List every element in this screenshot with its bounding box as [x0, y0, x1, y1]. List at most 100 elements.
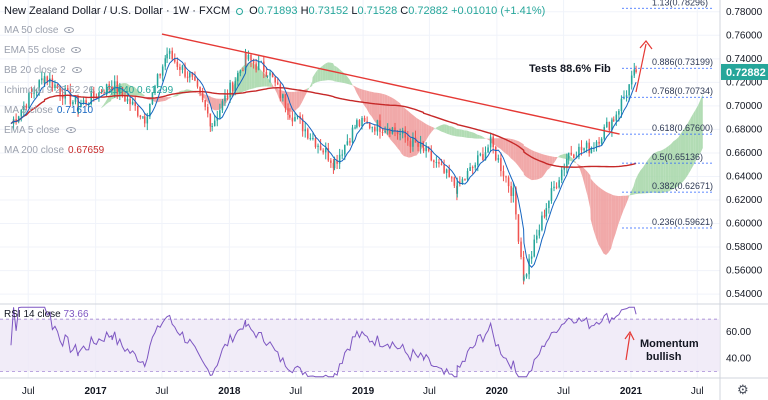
cloud-segment [603, 190, 607, 256]
candle-body [250, 54, 252, 61]
candle-body [479, 154, 482, 156]
cloud-segment [266, 76, 270, 87]
candle [327, 142, 330, 162]
candle [620, 95, 623, 118]
candle [593, 142, 595, 152]
cloud-segment [369, 91, 372, 117]
candle [578, 143, 580, 160]
candle-body [371, 127, 374, 129]
candle [453, 176, 456, 188]
cloud-segment [320, 65, 323, 82]
current-price-label: 0.72882 [726, 67, 766, 79]
cloud-segment [134, 86, 138, 96]
legend-ma5[interactable]: MA 5 close 0.71610 [4, 104, 94, 116]
legend-ma200[interactable]: MA 200 close 0.67659 [4, 144, 105, 156]
candle [606, 117, 608, 128]
candle-body [93, 90, 95, 97]
candle-body [538, 230, 541, 236]
eye-icon[interactable] [64, 27, 75, 33]
cloud-segment [557, 155, 560, 158]
candle [219, 103, 221, 120]
candle-body [201, 92, 204, 100]
eye-icon[interactable] [71, 67, 82, 73]
candle-body [255, 63, 257, 70]
candle [181, 64, 184, 74]
candle [425, 142, 427, 158]
candle-body [319, 145, 322, 151]
candle [517, 214, 520, 245]
cloud-segment [640, 167, 644, 194]
candle [563, 163, 566, 177]
eye-icon[interactable] [71, 47, 82, 53]
candle [211, 122, 213, 132]
candle-body [330, 160, 332, 163]
cloud-segment [547, 155, 550, 171]
candle [113, 75, 116, 98]
candle [523, 274, 525, 282]
candle [171, 47, 173, 61]
cloud-segment [628, 192, 631, 199]
candle [430, 145, 433, 162]
cloud-segment [549, 156, 553, 169]
cloud-segment [508, 138, 511, 159]
candle [255, 58, 257, 73]
legend-ma50[interactable]: MA 50 close [4, 20, 173, 40]
candle-body [126, 98, 129, 102]
candle [608, 121, 611, 132]
candle [229, 79, 231, 103]
candle-body [179, 66, 181, 70]
cloud-segment [249, 62, 252, 90]
candle-body [301, 118, 304, 132]
cloud-segment [163, 97, 166, 102]
candle [312, 132, 314, 141]
candle-body [336, 160, 338, 164]
candle-body [482, 154, 484, 161]
candle [338, 148, 341, 170]
candle [142, 116, 144, 119]
candle-body [386, 129, 389, 131]
cloud-segment [196, 92, 200, 95]
candle [466, 168, 469, 182]
candle-body [520, 241, 522, 258]
x-tick-label: Jul [156, 386, 169, 397]
legend-ema5[interactable]: EMA 5 close [4, 120, 173, 140]
cloud-segment [139, 91, 143, 96]
cloud-segment [570, 156, 573, 162]
candle [279, 82, 282, 102]
candle-body [356, 120, 358, 128]
cloud-segment [615, 195, 619, 234]
y-tick-label: 0.58000 [726, 242, 763, 253]
cloud-segment [518, 141, 522, 170]
legend-bb20[interactable]: BB 20 close 2 [4, 60, 173, 80]
candle-body [129, 98, 131, 105]
candle [583, 147, 585, 153]
candle [533, 234, 535, 258]
candle-body [257, 61, 260, 70]
symbol-title[interactable]: New Zealand Dollar / U.S. Dollar · 1W · … [4, 5, 231, 17]
candle [93, 86, 95, 102]
cloud-segment [698, 98, 701, 157]
candle-body [448, 169, 450, 178]
candle-body [67, 88, 69, 90]
candle-body [414, 137, 417, 143]
candle-body [536, 235, 538, 240]
cloud-segment [296, 91, 300, 110]
candle [156, 73, 159, 89]
legend-ema55[interactable]: EMA 55 close [4, 40, 173, 60]
cloud-segment [606, 191, 609, 256]
legend-ichimoku[interactable]: Ichimoku 9 26 52 26 0.61640 0.61299 [4, 84, 174, 96]
gear-icon[interactable]: ⚙ [737, 382, 749, 397]
candle [623, 90, 625, 100]
candle-body [550, 188, 553, 201]
rsi-legend[interactable]: RSI 14 close 73.66 [4, 309, 89, 320]
candle [250, 53, 252, 68]
eye-icon[interactable] [65, 127, 76, 133]
cloud-segment [382, 93, 385, 132]
candle-body [419, 142, 422, 147]
candle-body [471, 167, 474, 169]
cloud-segment [682, 126, 686, 182]
y-tick-label: 0.54000 [726, 289, 763, 300]
cloud-segment [459, 129, 462, 137]
cloud-segment [301, 89, 305, 103]
